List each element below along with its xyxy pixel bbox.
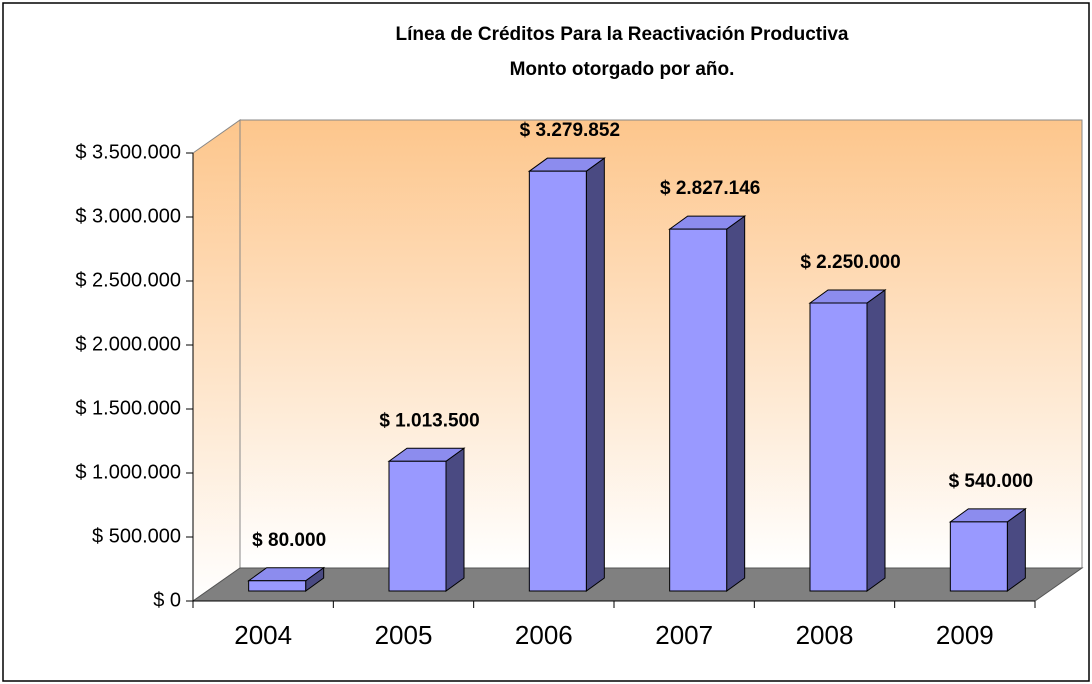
- value-label: $ 540.000: [949, 471, 1034, 492]
- y-tick-label: $ 1.000.000: [75, 461, 181, 483]
- chart-subtitle: Monto otorgado por año.: [510, 59, 735, 80]
- value-label: $ 80.000: [252, 530, 326, 551]
- bar: [248, 580, 307, 592]
- bar-side: [866, 289, 886, 592]
- bar-side: [1006, 507, 1026, 592]
- value-label: $ 3.279.852: [520, 120, 620, 141]
- y-tick-label: $ 500.000: [92, 525, 181, 547]
- bar: [669, 228, 728, 592]
- x-tick-label: 2004: [234, 620, 292, 650]
- value-label: $ 2.827.146: [660, 178, 760, 199]
- y-tick-label: $ 3.000.000: [75, 205, 181, 227]
- bar: [809, 302, 868, 592]
- x-tick-label: 2008: [796, 620, 854, 650]
- y-tick-label: $ 3.500.000: [75, 141, 181, 163]
- value-label: $ 2.250.000: [800, 252, 900, 273]
- bar-side: [726, 215, 746, 592]
- x-tick-label: 2006: [515, 620, 573, 650]
- floor: [191, 567, 1084, 602]
- bar-side: [585, 157, 605, 592]
- y-tick-label: $ 2.000.000: [75, 333, 181, 355]
- y-tick-label: $ 2.500.000: [75, 269, 181, 291]
- bar: [949, 521, 1008, 592]
- side-wall: [192, 119, 241, 602]
- y-tick-label: $ 1.500.000: [75, 397, 181, 419]
- chart-title: Línea de Créditos Para la Reactivación P…: [396, 24, 849, 45]
- x-tick-label: 2009: [936, 620, 994, 650]
- value-label: $ 1.013.500: [379, 410, 479, 431]
- bar: [388, 460, 447, 592]
- bar-side: [445, 447, 465, 592]
- bar: [528, 170, 587, 592]
- x-tick-label: 2007: [655, 620, 713, 650]
- y-tick-label: $ 0: [153, 589, 181, 611]
- x-tick-label: 2005: [375, 620, 433, 650]
- back-wall: [239, 119, 1083, 569]
